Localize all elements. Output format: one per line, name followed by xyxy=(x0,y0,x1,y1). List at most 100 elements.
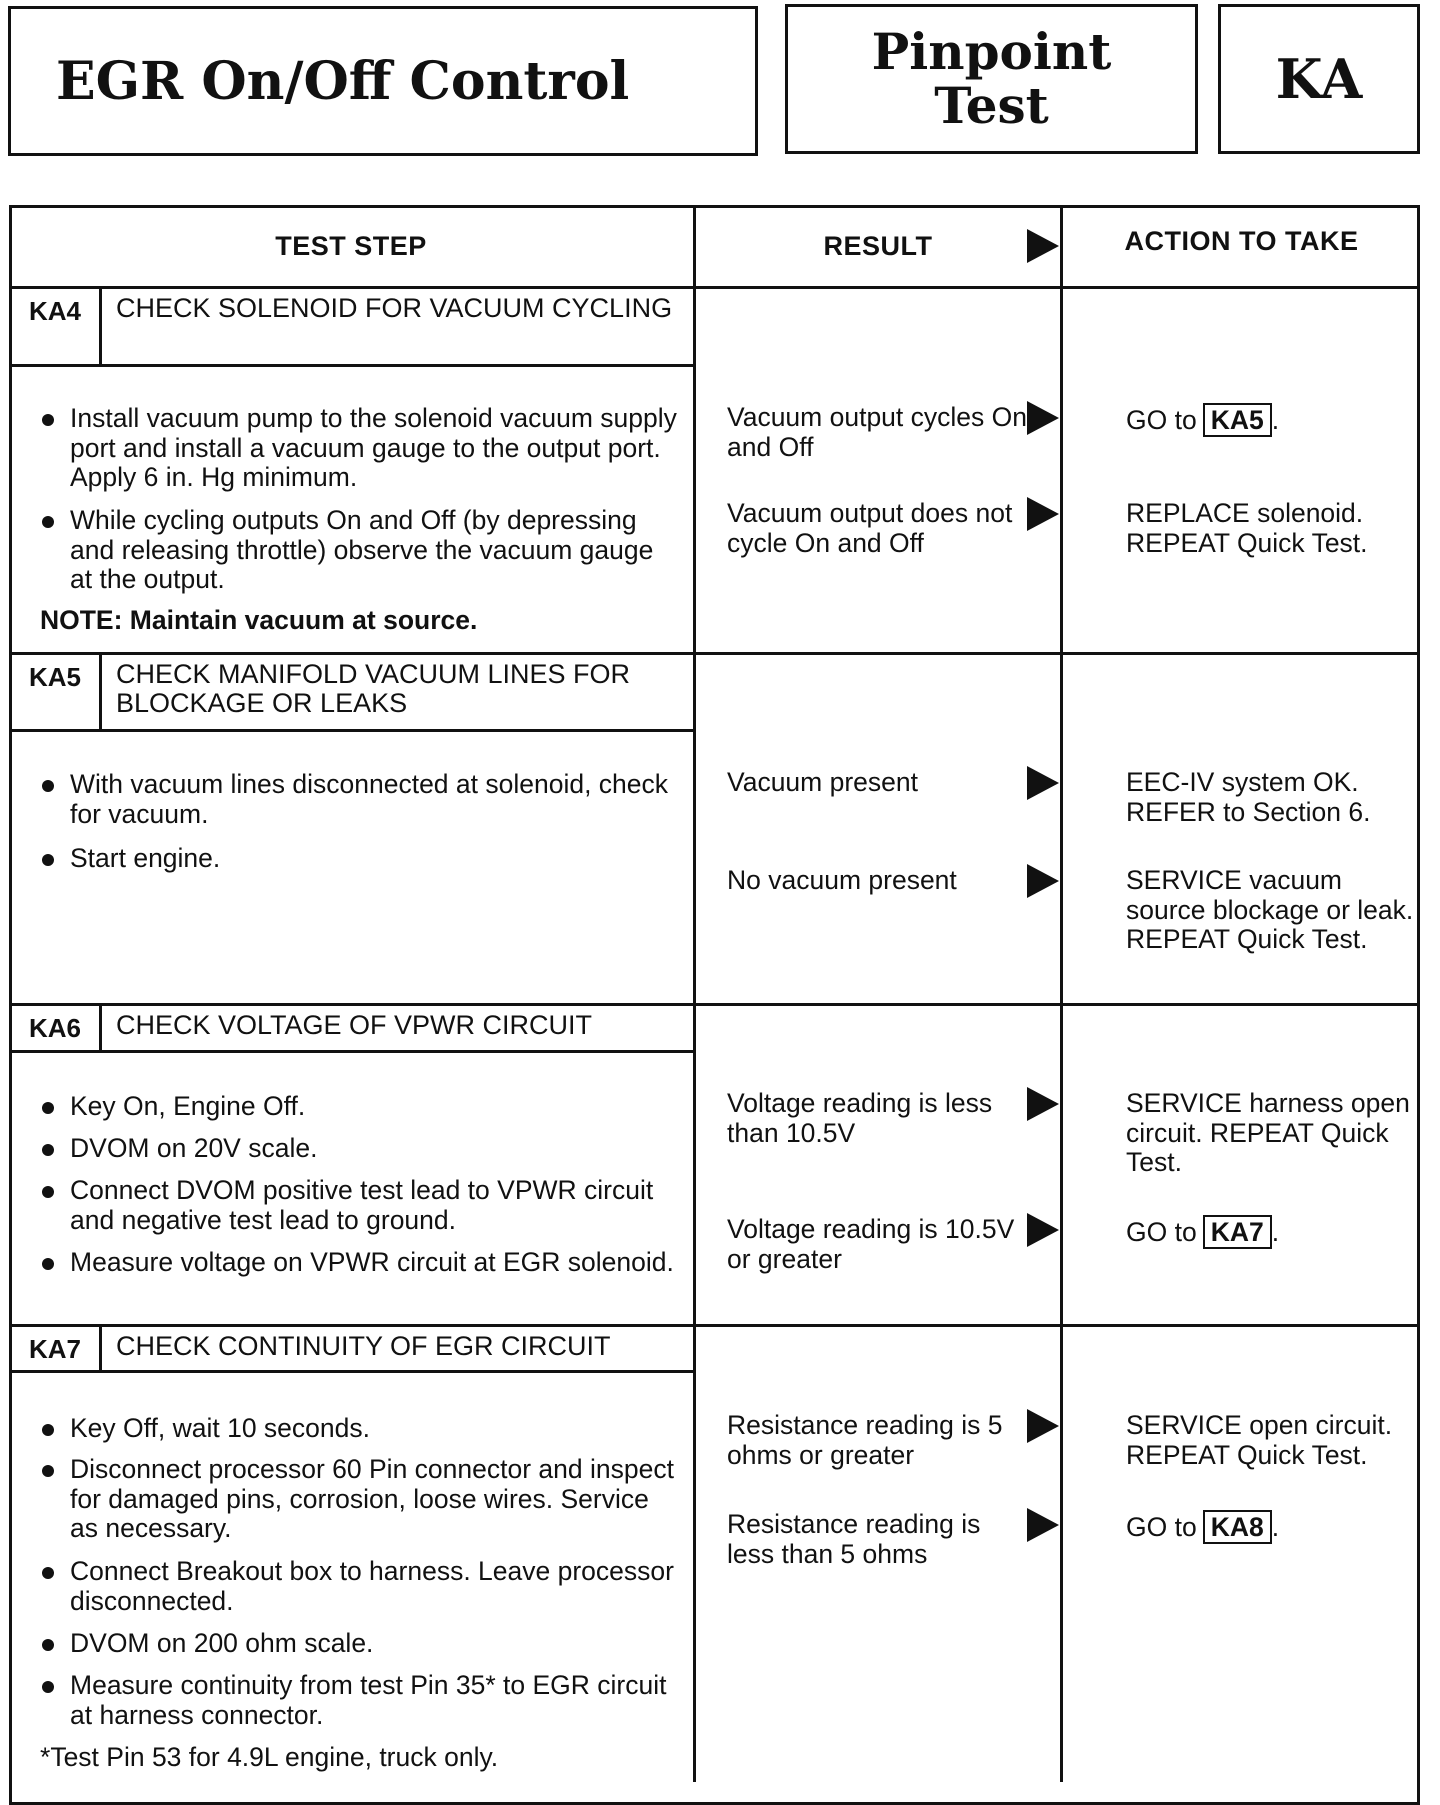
bullet-text: Connect DVOM positive test lead to VPWR … xyxy=(70,1175,654,1235)
arrow-icon xyxy=(1027,864,1059,898)
arrow-icon xyxy=(1027,1409,1059,1443)
bullet-text: Install vacuum pump to the solenoid vacu… xyxy=(70,403,677,492)
result-label: RESULT xyxy=(823,231,933,261)
punctuation: . xyxy=(1271,1512,1280,1542)
arrow-icon xyxy=(1027,229,1059,263)
action-text: GO to KA5. xyxy=(1126,403,1416,437)
result-text: Resistance reading is less than 5 ohms xyxy=(727,1509,981,1569)
action-label: SERVICE open circuit. REPEAT Quick Test. xyxy=(1126,1410,1393,1470)
bullet-icon xyxy=(42,1102,54,1114)
arrow-icon xyxy=(1027,497,1059,531)
step-reference-link[interactable]: KA8 xyxy=(1202,1510,1272,1544)
result-text: Vacuum output cycles On and Off xyxy=(727,402,1027,462)
column-header-action: ACTION TO TAKE xyxy=(1124,226,1359,256)
bullet-text: Start engine. xyxy=(70,843,221,873)
punctuation: . xyxy=(1271,405,1280,435)
bullet-item: With vacuum lines disconnected at soleno… xyxy=(40,769,680,829)
bullet-icon xyxy=(42,780,54,792)
step-id: KA4 xyxy=(28,296,81,326)
test-code-box: KA xyxy=(1218,4,1420,154)
result-text: Vacuum output does not cycle On and Off xyxy=(727,498,1013,558)
action-text: REPLACE solenoid. REPEAT Quick Test. xyxy=(1126,498,1416,558)
punctuation: . xyxy=(1271,1217,1280,1247)
step-id-divider xyxy=(99,1326,102,1372)
arrow-icon xyxy=(1027,1213,1059,1247)
bullet-item: Connect Breakout box to harness. Leave p… xyxy=(40,1556,680,1616)
bullet-text: While cycling outputs On and Off (by dep… xyxy=(70,505,654,594)
action-text: SERVICE vacuum source blockage or leak. … xyxy=(1126,865,1416,955)
section-divider xyxy=(9,1324,1420,1327)
step-note: NOTE: Maintain vacuum at source. xyxy=(40,605,478,635)
bullet-text: Key On, Engine Off. xyxy=(70,1091,306,1121)
step-reference-link[interactable]: KA7 xyxy=(1202,1215,1272,1249)
arrow-icon xyxy=(1027,766,1059,800)
test-type-box: Pinpoint Test xyxy=(785,4,1198,154)
bullet-text: Key Off, wait 10 seconds. xyxy=(70,1413,371,1443)
bullet-item: While cycling outputs On and Off (by dep… xyxy=(40,505,680,595)
step-header-divider xyxy=(9,729,695,732)
action-text: SERVICE harness open circuit. REPEAT Qui… xyxy=(1126,1088,1416,1178)
step-id: KA6 xyxy=(28,1013,81,1043)
bullet-text: Measure continuity from test Pin 35* to … xyxy=(70,1670,667,1730)
title-text: EGR On/Off Control xyxy=(56,50,630,112)
bullet-item: DVOM on 20V scale. xyxy=(40,1133,680,1164)
bullet-icon xyxy=(42,516,54,528)
step-reference-link[interactable]: KA5 xyxy=(1202,403,1272,437)
bullet-text: DVOM on 200 ohm scale. xyxy=(70,1628,374,1658)
bullet-icon xyxy=(42,1639,54,1651)
page-title: EGR On/Off Control xyxy=(8,6,758,156)
result-text: Vacuum present xyxy=(727,767,918,797)
step-id: KA7 xyxy=(28,1334,81,1364)
bullet-text: With vacuum lines disconnected at soleno… xyxy=(70,769,669,829)
bullet-icon xyxy=(42,854,54,866)
bullet-icon xyxy=(42,1465,54,1477)
bullet-item: DVOM on 200 ohm scale. xyxy=(40,1628,680,1659)
step-header-divider xyxy=(9,1050,695,1053)
action-label: SERVICE vacuum source blockage or leak. … xyxy=(1126,865,1414,954)
bullet-icon xyxy=(42,1186,54,1198)
column-header-test-step: TEST STEP xyxy=(275,231,427,261)
action-label: GO to xyxy=(1126,405,1197,435)
step-note: *Test Pin 53 for 4.9L engine, truck only… xyxy=(40,1742,499,1772)
bullet-icon xyxy=(42,1258,54,1270)
header-divider xyxy=(9,286,1420,289)
action-label: SERVICE harness open circuit. REPEAT Qui… xyxy=(1126,1088,1410,1177)
step-title: CHECK MANIFOLD VACUUM LINES FOR BLOCKAGE… xyxy=(116,659,631,718)
bullet-icon xyxy=(42,1567,54,1579)
result-text: No vacuum present xyxy=(727,865,957,895)
result-text: Voltage reading is less than 10.5V xyxy=(727,1088,993,1148)
bullet-item: Connect DVOM positive test lead to VPWR … xyxy=(40,1175,680,1235)
bullet-text: Disconnect processor 60 Pin connector an… xyxy=(70,1454,674,1543)
step-id-divider xyxy=(99,288,102,366)
section-divider xyxy=(9,1003,1420,1006)
bullet-icon xyxy=(42,1144,54,1156)
bullet-item: Measure voltage on VPWR circuit at EGR s… xyxy=(40,1247,680,1278)
bullet-icon xyxy=(42,414,54,426)
step-title: CHECK SOLENOID FOR VACUUM CYCLING xyxy=(116,293,673,323)
column-header-result: RESULT xyxy=(696,205,1060,288)
step-id-divider xyxy=(99,1005,102,1052)
column-divider xyxy=(693,205,696,1782)
test-type-line2: Test xyxy=(934,76,1049,135)
bullet-text: Measure voltage on VPWR circuit at EGR s… xyxy=(70,1247,674,1277)
action-text: GO to KA8. xyxy=(1126,1510,1416,1544)
result-text: Voltage reading is 10.5V or greater xyxy=(727,1214,1015,1274)
bullet-item: Measure continuity from test Pin 35* to … xyxy=(40,1670,680,1730)
action-label: GO to xyxy=(1126,1512,1197,1542)
step-id-divider xyxy=(99,654,102,731)
bullet-icon xyxy=(42,1681,54,1693)
step-title: CHECK VOLTAGE OF VPWR CIRCUIT xyxy=(116,1010,593,1040)
action-label: REPLACE solenoid. REPEAT Quick Test. xyxy=(1126,498,1368,558)
bullet-icon xyxy=(42,1424,54,1436)
action-label: GO to xyxy=(1126,1217,1197,1247)
step-id: KA5 xyxy=(28,662,81,692)
bullet-text: Connect Breakout box to harness. Leave p… xyxy=(70,1556,674,1616)
action-text: GO to KA7. xyxy=(1126,1215,1416,1249)
action-label: EEC-IV system OK. REFER to Section 6. xyxy=(1126,767,1371,827)
column-divider xyxy=(1060,205,1063,1782)
arrow-icon xyxy=(1027,401,1059,435)
bullet-text: DVOM on 20V scale. xyxy=(70,1133,318,1163)
step-header-divider xyxy=(9,1370,695,1373)
step-title: CHECK CONTINUITY OF EGR CIRCUIT xyxy=(116,1331,611,1361)
step-header-divider xyxy=(9,364,695,367)
